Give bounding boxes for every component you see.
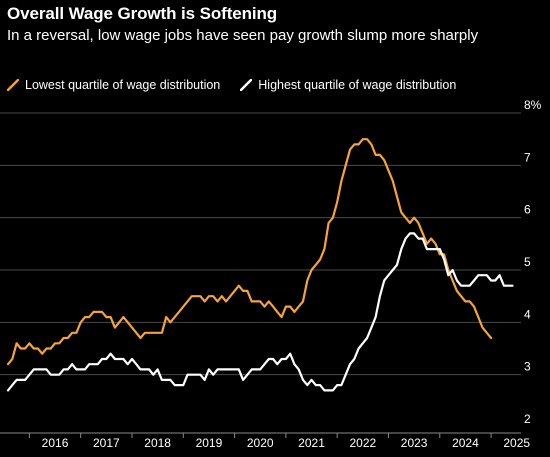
x-tick-label-2022: 2022 <box>349 436 376 450</box>
x-tick-label-2017: 2017 <box>93 436 120 450</box>
x-tick-label-2020: 2020 <box>247 436 274 450</box>
x-tick-label-2025: 2025 <box>503 436 530 450</box>
y-tick-label-6: 6 <box>524 203 531 217</box>
chart-subtitle: In a reversal, low wage jobs have seen p… <box>7 27 479 44</box>
legend-label-highest-quartile: Highest quartile of wage distribution <box>258 78 457 92</box>
x-tick-label-2024: 2024 <box>452 436 479 450</box>
y-axis-tick-labels: 2 3 4 5 6 7 8% <box>524 98 542 426</box>
legend-swatch-lowest-quartile <box>7 79 19 91</box>
gridlines <box>0 112 521 376</box>
y-tick-label-5: 5 <box>524 255 531 269</box>
legend-item-lowest-quartile: Lowest quartile of wage distribution <box>7 78 220 92</box>
legend-label-lowest-quartile: Lowest quartile of wage distribution <box>25 78 221 92</box>
legend-swatch-highest-quartile <box>240 79 253 91</box>
x-tick-label-2021: 2021 <box>298 436 325 450</box>
y-tick-label-8: 8% <box>524 98 542 112</box>
series-lines <box>6 138 514 392</box>
x-tick-label-2016: 2016 <box>42 436 69 450</box>
y-tick-label-3: 3 <box>524 360 531 374</box>
series-line-highest-quartile <box>6 232 514 392</box>
series-line-lowest-quartile <box>6 138 493 366</box>
legend-item-highest-quartile: Highest quartile of wage distribution <box>240 78 456 92</box>
x-axis: 2016 2017 2018 2019 2020 2021 2022 2023 2024 2025 <box>0 432 530 450</box>
chart-legend: Lowest quartile of wage distribution Hig… <box>7 77 476 93</box>
x-tick-label-2023: 2023 <box>401 436 428 450</box>
chart-title: Overall Wage Growth is Softening <box>7 4 278 23</box>
x-tick-label-2018: 2018 <box>144 436 171 450</box>
y-tick-label-2: 2 <box>524 412 531 426</box>
y-tick-label-7: 7 <box>524 150 531 164</box>
x-tick-label-2019: 2019 <box>196 436 223 450</box>
y-tick-label-4: 4 <box>524 307 531 321</box>
